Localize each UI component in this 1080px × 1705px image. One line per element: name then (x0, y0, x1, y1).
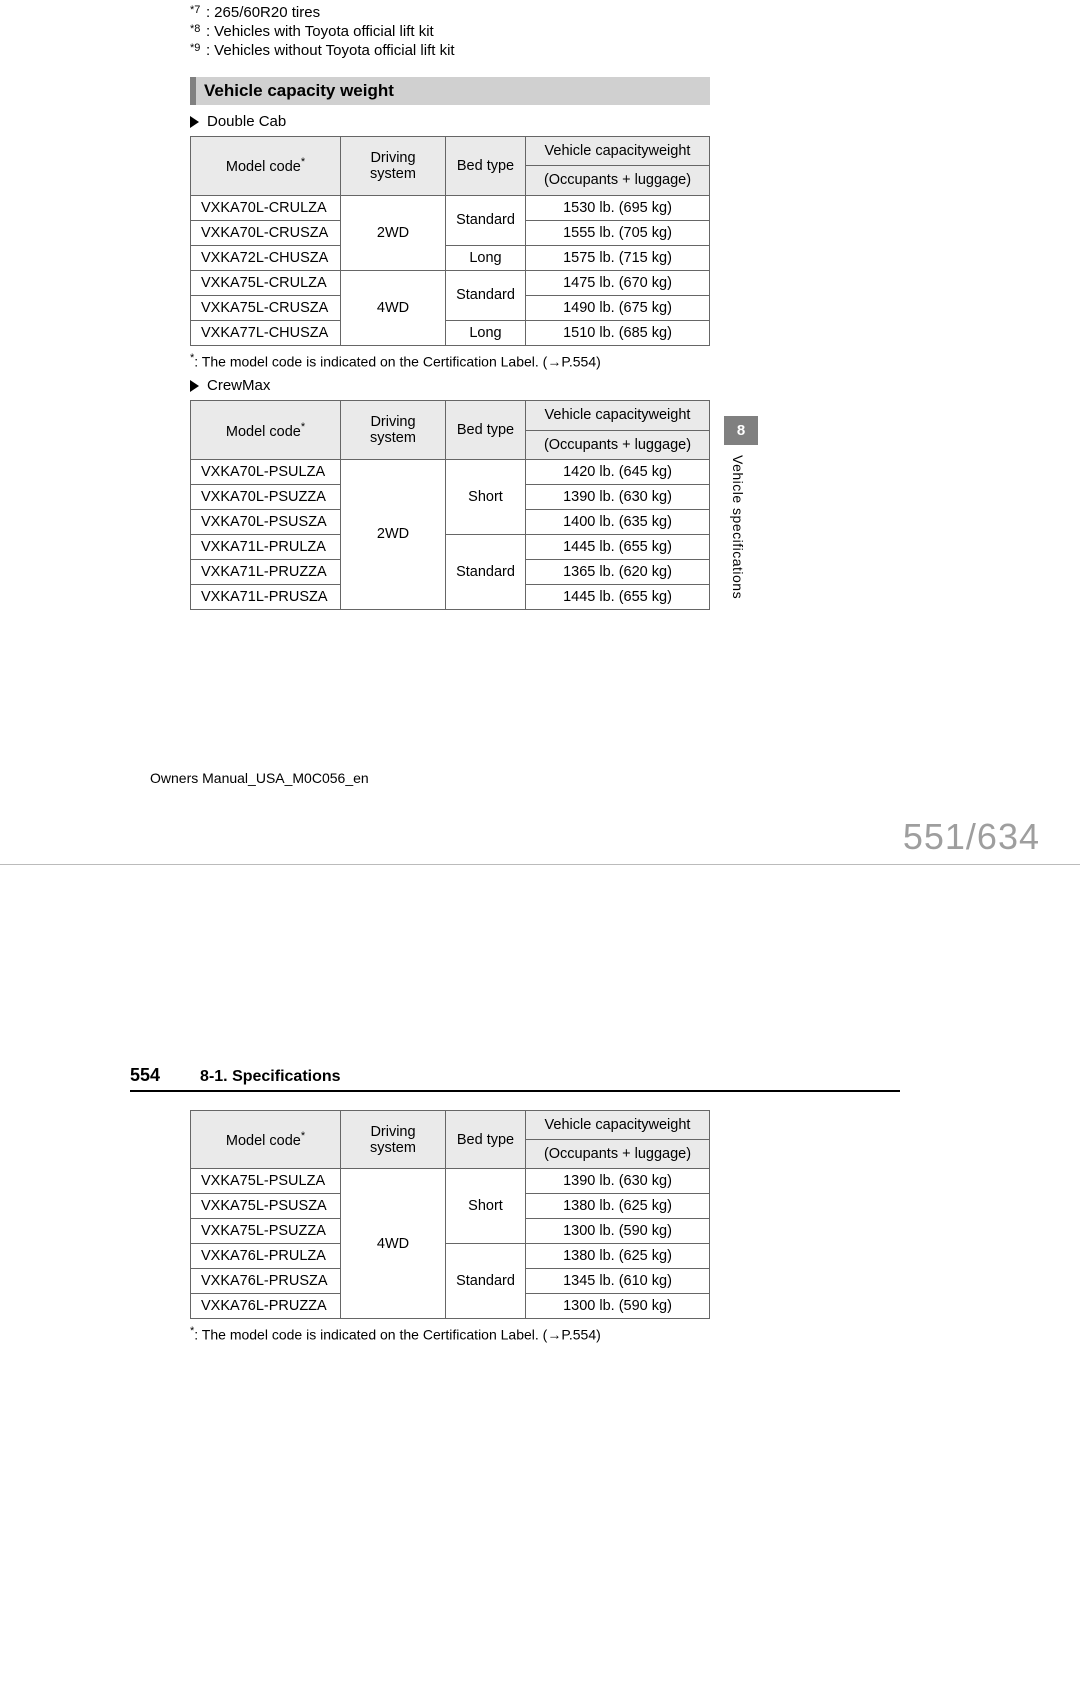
triangle-icon (190, 116, 199, 128)
page-counter: 551/634 (0, 816, 1080, 858)
table-row: VXKA70L-CRULZA 2WD Standard 1530 lb. (69… (191, 195, 710, 220)
table-row: VXKA72L-CHUSZA Long 1575 lb. (715 kg) (191, 245, 710, 270)
table-row: VXKA77L-CHUSZA Long 1510 lb. (685 kg) (191, 320, 710, 345)
table-row: VXKA71L-PRULZA Standard 1445 lb. (655 kg… (191, 534, 710, 559)
document-footer: Owners Manual_USA_M0C056_en (150, 770, 1080, 786)
section-heading: Vehicle capacity weight (190, 77, 710, 105)
subheading-crewmax: CrewMax (190, 377, 720, 394)
page-header-554: 554 8-1. Specifications (130, 1065, 900, 1092)
side-tab: 8 Vehicle specifications (724, 416, 758, 599)
footnote-8: *8: Vehicles with Toyota official lift k… (190, 23, 720, 40)
cert-note-1: *: The model code is indicated on the Ce… (190, 352, 720, 370)
footnote-9: *9: Vehicles without Toyota official lif… (190, 42, 720, 59)
table-row: VXKA76L-PRULZA Standard 1380 lb. (625 kg… (191, 1244, 710, 1269)
triangle-icon (190, 380, 199, 392)
chapter-label: Vehicle specifications (730, 445, 746, 599)
table-double-cab: Model code* Driving system Bed type Vehi… (190, 136, 710, 346)
subheading-double-cab: Double Cab (190, 113, 720, 130)
page-divider (0, 864, 1080, 865)
table-crewmax-4wd: Model code* Driving system Bed type Vehi… (190, 1110, 710, 1320)
table-row: VXKA75L-CRULZA 4WD Standard 1475 lb. (67… (191, 270, 710, 295)
table-row: VXKA70L-PSULZA 2WD Short 1420 lb. (645 k… (191, 459, 710, 484)
footnote-7: *7: 265/60R20 tires (190, 4, 720, 21)
chapter-badge: 8 (724, 416, 758, 445)
table-row: VXKA75L-PSULZA 4WD Short 1390 lb. (630 k… (191, 1169, 710, 1194)
table-crewmax: Model code* Driving system Bed type Vehi… (190, 400, 710, 610)
cert-note-2: *: The model code is indicated on the Ce… (190, 1325, 720, 1343)
